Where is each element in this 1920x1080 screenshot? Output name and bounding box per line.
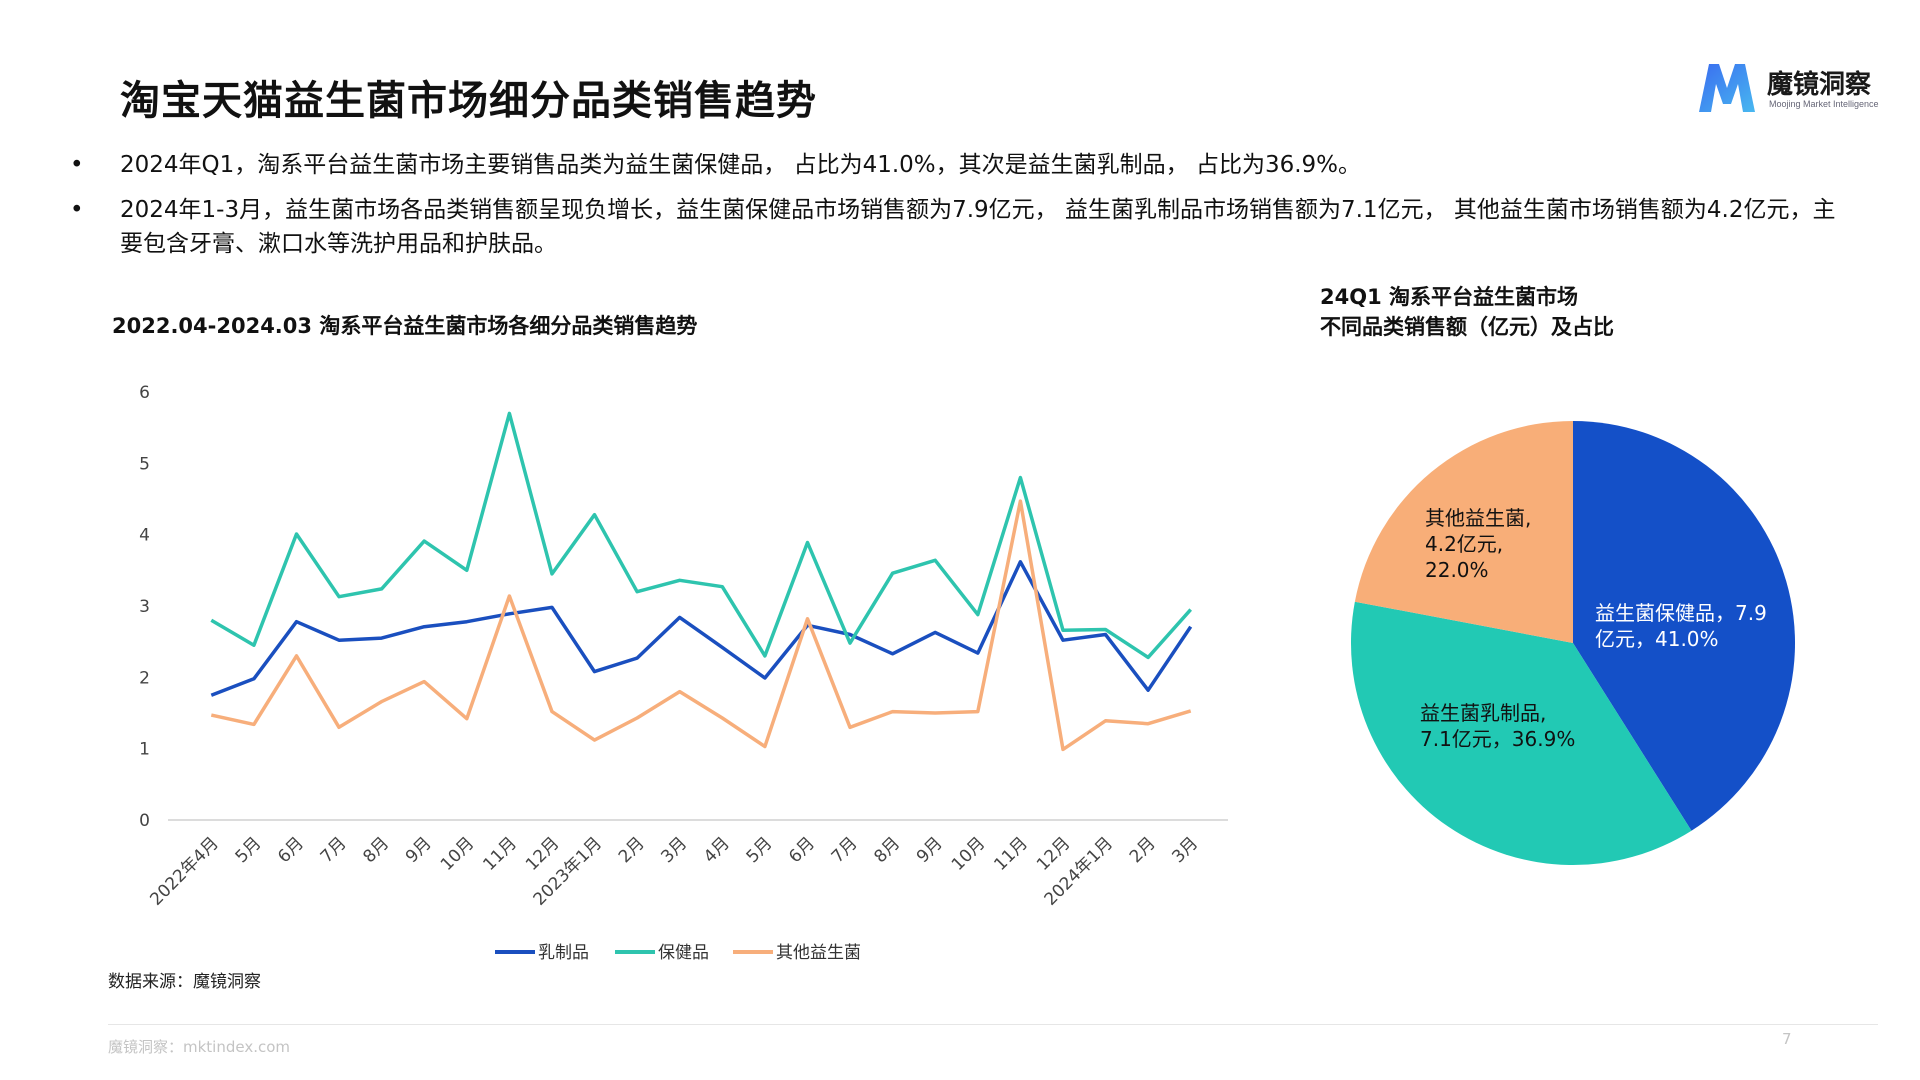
legend-label: 乳制品 [538, 943, 589, 963]
x-tick-label: 11月 [479, 833, 520, 874]
y-tick-label: 3 [139, 597, 150, 617]
pie-title-line: 24Q1 淘系平台益生菌市场 [1320, 285, 1578, 309]
logo-m-icon [1699, 64, 1755, 112]
x-tick-label: 3月 [657, 833, 691, 867]
pie-chart: 益生菌保健品，7.9 亿元，41.0% 益生菌乳制品, 7.1亿元，36.9% 其他益生… [1350, 421, 1796, 866]
bullet-symbol: • [70, 197, 84, 223]
pie-slice-label: 益生菌乳制品, 7.1亿元，36.9% [1420, 701, 1575, 751]
x-tick-label: 9月 [913, 833, 947, 867]
pie-slice-label: 益生菌保健品，7.9 亿元，41.0% [1595, 601, 1767, 651]
y-tick-label: 4 [139, 526, 150, 546]
bullet-symbol: • [70, 152, 84, 178]
x-tick-label: 9月 [402, 833, 436, 867]
pie-slice-label: 其他益生菌, 4.2亿元, 22.0% [1425, 506, 1531, 582]
x-tick-label: 8月 [359, 833, 393, 867]
y-tick-label: 0 [139, 811, 150, 831]
pie-slice [1350, 601, 1692, 866]
x-tick-label: 4月 [700, 833, 734, 867]
x-tick-label: 3月 [1168, 833, 1202, 867]
footer-divider [108, 1024, 1878, 1025]
logo-name: 魔镜洞察 [1767, 70, 1872, 100]
page-title: 淘宝天猫益生菌市场细分品类销售趋势 [120, 78, 817, 124]
brand-logo: 魔镜洞察 Moojing Market Intelligence [1695, 58, 1885, 118]
x-tick-label: 10月 [437, 833, 478, 874]
x-tick-label: 6月 [274, 833, 308, 867]
x-tick-label: 2022年4月 [146, 833, 222, 909]
x-tick-label: 7月 [317, 833, 351, 867]
x-tick-label: 6月 [785, 833, 819, 867]
logo-subtitle: Moojing Market Intelligence [1769, 99, 1879, 109]
series-line-1 [210, 560, 1193, 697]
legend-label: 保健品 [658, 943, 709, 963]
x-tick-label: 11月 [990, 833, 1031, 874]
bullet-text: 2024年Q1，淘系平台益生菌市场主要销售品类为益生菌保健品， 占比为41.0%… [120, 152, 1362, 178]
footer-website: 魔镜洞察：mktindex.com [108, 1038, 291, 1056]
x-tick-label: 8月 [870, 833, 904, 867]
page-number: 7 [1782, 1030, 1792, 1048]
line-chart-title: 2022.04-2024.03 淘系平台益生菌市场各细分品类销售趋势 [112, 314, 698, 338]
y-tick-label: 2 [139, 668, 150, 688]
x-tick-label: 10月 [948, 833, 989, 874]
bullet-text: 2024年1-3月，益生菌市场各品类销售额呈现负增长，益生菌保健品市场销售额为7… [120, 197, 1836, 257]
pie-slice [1573, 421, 1796, 831]
y-tick-label: 5 [139, 454, 150, 474]
pie-chart-title: 24Q1 淘系平台益生菌市场 不同品类销售额（亿元）及占比 [1320, 282, 1614, 342]
x-tick-label: 2月 [615, 833, 649, 867]
y-tick-label: 6 [139, 383, 150, 403]
y-tick-label: 1 [139, 740, 150, 760]
bullet-item: • 2024年1-3月，益生菌市场各品类销售额呈现负增长，益生菌保健品市场销售额… [70, 193, 1850, 261]
pie-title-line: 不同品类销售额（亿元）及占比 [1320, 315, 1614, 339]
summary-bullets: • 2024年Q1，淘系平台益生菌市场主要销售品类为益生菌保健品， 占比为41.… [70, 148, 1850, 272]
pie-slice [1354, 421, 1573, 643]
series-line-2 [210, 411, 1193, 660]
x-tick-label: 5月 [232, 833, 266, 867]
legend-label: 其他益生菌 [776, 943, 861, 963]
x-tick-label: 7月 [828, 833, 862, 867]
x-tick-label: 2月 [1126, 833, 1160, 867]
x-tick-label: 5月 [743, 833, 777, 867]
bullet-item: • 2024年Q1，淘系平台益生菌市场主要销售品类为益生菌保健品， 占比为41.… [70, 148, 1850, 182]
data-source: 数据来源：魔镜洞察 [108, 972, 261, 992]
series-line-3 [210, 499, 1192, 752]
